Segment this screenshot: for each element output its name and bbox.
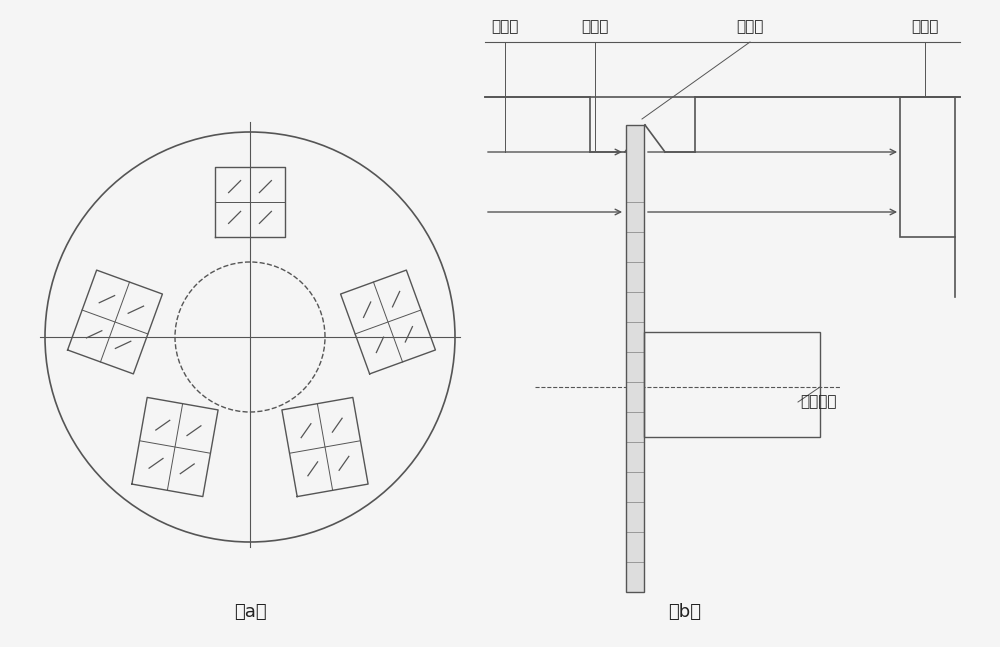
Text: 滤光轮: 滤光轮 [736, 19, 764, 34]
Bar [900, 97, 955, 237]
Bar [644, 332, 820, 437]
Text: 驱动机构: 驱动机构 [800, 395, 836, 410]
Text: （a）: （a） [234, 603, 266, 621]
Bar [626, 125, 644, 592]
Text: （b）: （b） [668, 603, 702, 621]
Text: 入射光: 入射光 [491, 19, 519, 34]
Text: 滤光片: 滤光片 [581, 19, 609, 34]
Text: 焦平面: 焦平面 [911, 19, 939, 34]
